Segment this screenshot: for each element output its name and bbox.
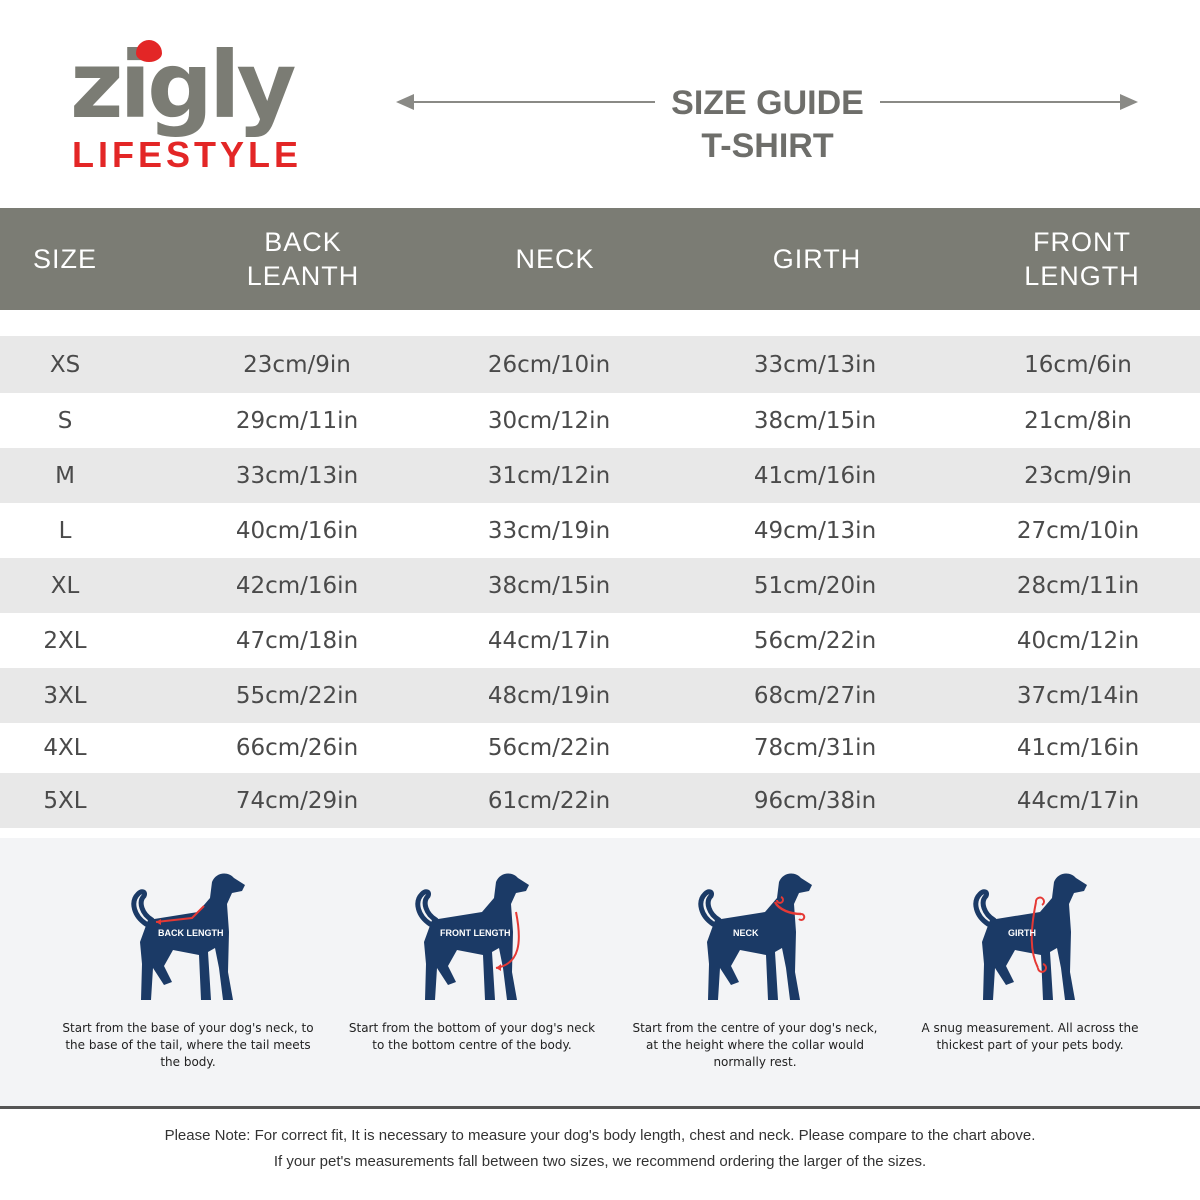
left-arrow-line [400,101,655,103]
table-row: XS 23cm/9in 26cm/10in 33cm/13in 16cm/6in [0,336,1200,393]
guide-description: Start from the bottom of your dog's neck… [348,1021,596,1052]
logo-wordmark: zigly [70,32,296,139]
zigly-lifestyle-logo: zigly LIFESTYLE [70,30,330,180]
cell-front-length: 23cm/9in [1024,462,1132,489]
dog-label: FRONT LENGTH [440,928,511,938]
arrow-left-icon [396,94,414,110]
cell-size: XL [50,572,80,599]
cell-neck: 33cm/19in [487,517,611,544]
cell-girth: 41cm/16in [753,462,877,489]
cell-front-length: 16cm/6in [1024,351,1132,378]
header-back-length: BACK LEANTH [246,227,360,291]
guide-description: Start from the base of your dog's neck, … [62,1021,314,1069]
cell-back-length: 66cm/26in [235,735,359,761]
cell-neck: 48cm/19in [487,682,611,709]
cell-neck: 30cm/12in [487,407,611,434]
title-line-2: T-SHIRT [701,127,834,165]
cell-girth: 68cm/27in [753,682,877,709]
cell-back-length: 23cm/9in [243,351,351,378]
table-row: 4XL 66cm/26in 56cm/22in 78cm/31in 41cm/16in [0,723,1200,773]
cell-front-length: 41cm/16in [1016,735,1140,761]
title-line-1: SIZE GUIDE [671,84,864,122]
cell-neck: 26cm/10in [487,351,611,378]
cell-back-length: 29cm/11in [235,407,359,434]
cell-front-length: 40cm/12in [1016,627,1140,654]
cell-girth: 78cm/31in [753,735,877,761]
guide-neck: NECK Start from the centre of your dog's … [625,872,885,1071]
guide-front-length: FRONT LENGTH Start from the bottom of you… [342,872,602,1054]
logo-subtitle: LIFESTYLE [72,134,303,175]
cell-back-length: 40cm/16in [235,517,359,544]
cell-size: 3XL [43,682,87,709]
dog-label: GIRTH [1008,928,1036,938]
table-row: S 29cm/11in 30cm/12in 38cm/15in 21cm/8in [0,393,1200,448]
cell-front-length: 27cm/10in [1016,517,1140,544]
header-front-length: FRONT LENGTH [1024,227,1140,291]
table-row: 2XL 47cm/18in 44cm/17in 56cm/22in 40cm/12in [0,613,1200,668]
header-neck: NECK [515,244,595,274]
cell-girth: 49cm/13in [753,517,877,544]
table-row: XL 42cm/16in 38cm/15in 51cm/20in 28cm/11in [0,558,1200,613]
cell-back-length: 47cm/18in [235,627,359,654]
divider [0,1106,1200,1109]
cell-front-length: 44cm/17in [1016,787,1140,814]
cell-neck: 31cm/12in [487,462,611,489]
guide-girth: GIRTH A snug measurement. All across the … [900,872,1160,1054]
cell-size: 2XL [43,627,87,654]
table-row: 5XL 74cm/29in 61cm/22in 96cm/38in 44cm/17in [0,773,1200,828]
cell-size: 4XL [43,735,87,761]
dog-silhouette-icon: BACK LENGTH [123,872,253,1012]
guide-description: A snug measurement. All across the thick… [921,1021,1139,1052]
cell-neck: 61cm/22in [487,787,611,814]
cell-size: XS [49,351,81,378]
cell-girth: 51cm/20in [753,572,877,599]
header-size: SIZE [32,244,97,274]
note-line-2: If your pet's measurements fall between … [273,1153,927,1170]
cell-size: L [58,517,72,544]
table-row: L 40cm/16in 33cm/19in 49cm/13in 27cm/10in [0,503,1200,558]
cell-size: S [57,407,73,434]
cell-back-length: 33cm/13in [235,462,359,489]
guide-description: Start from the centre of your dog's neck… [632,1021,878,1069]
right-arrow-line [880,101,1135,103]
header-girth: GIRTH [772,244,862,274]
cell-girth: 56cm/22in [753,627,877,654]
cell-girth: 33cm/13in [753,351,877,378]
cell-girth: 38cm/15in [753,407,877,434]
guide-back-length: BACK LENGTH Start from the base of your d… [58,872,318,1071]
page-title: SIZE GUIDE T-SHIRT [640,82,895,168]
cell-size: 5XL [43,787,87,814]
arrow-right-icon [1120,94,1138,110]
cell-neck: 56cm/22in [487,735,611,761]
heart-icon [136,40,162,62]
dog-silhouette-icon: FRONT LENGTH [407,872,537,1012]
cell-neck: 44cm/17in [487,627,611,654]
cell-front-length: 28cm/11in [1016,572,1140,599]
table-row: M 33cm/13in 31cm/12in 41cm/16in 23cm/9in [0,448,1200,503]
cell-girth: 96cm/38in [753,787,877,814]
cell-neck: 38cm/15in [487,572,611,599]
dog-label: BACK LENGTH [158,928,224,938]
cell-front-length: 21cm/8in [1024,407,1132,434]
table-header: SIZE BACK LEANTH NECK GIRTH FRONT LENGTH [0,208,1200,310]
cell-front-length: 37cm/14in [1016,682,1140,709]
dog-label: NECK [733,928,759,938]
dog-silhouette-icon: NECK [690,872,820,1012]
table-row: 3XL 55cm/22in 48cm/19in 68cm/27in 37cm/14in [0,668,1200,723]
cell-size: M [55,462,75,489]
dog-silhouette-icon: GIRTH [965,872,1095,1012]
cell-back-length: 42cm/16in [235,572,359,599]
cell-back-length: 55cm/22in [235,682,359,709]
note-line-1: Please Note: For correct fit, It is nece… [164,1127,1036,1144]
cell-back-length: 74cm/29in [235,787,359,814]
